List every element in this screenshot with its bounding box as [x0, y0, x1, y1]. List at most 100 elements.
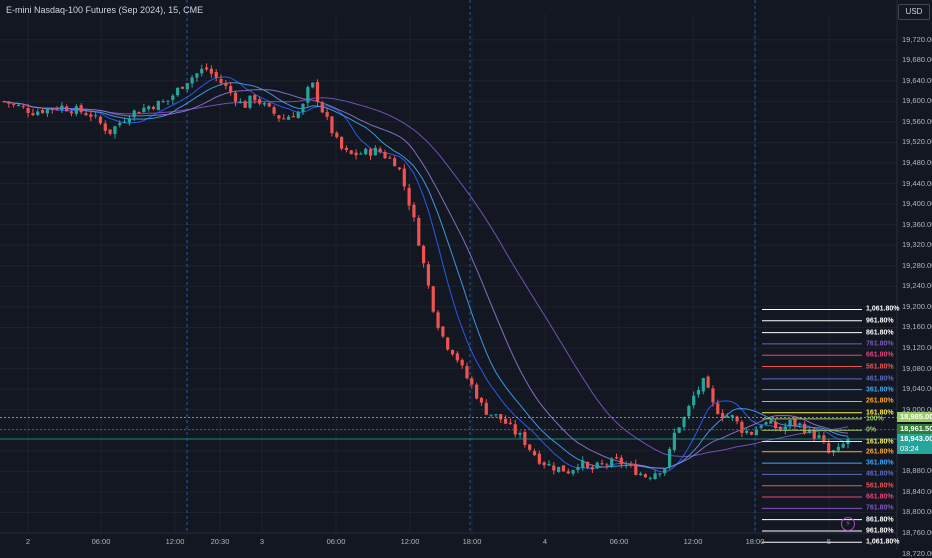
lightning-icon[interactable]: ⚡	[841, 517, 855, 531]
candle-body	[503, 418, 508, 424]
candle-body	[692, 395, 696, 406]
candle-body	[36, 111, 40, 115]
candle-body	[219, 78, 223, 84]
candle-body	[340, 136, 344, 149]
candle-body	[344, 147, 349, 151]
price-tag: 18,943.00 03:24	[897, 433, 932, 454]
candle-body	[547, 464, 551, 466]
candle-body	[634, 464, 638, 475]
candle-body	[624, 464, 628, 466]
candle-body	[648, 477, 652, 479]
candle-body	[812, 429, 816, 439]
fib-level-label: 261.80%	[866, 397, 894, 405]
candle-body	[306, 87, 310, 103]
candle-body	[156, 101, 160, 111]
candle-body	[108, 129, 112, 134]
candle-body	[31, 113, 35, 116]
candle-body	[330, 116, 334, 134]
candle-body	[253, 95, 257, 101]
candle-body	[499, 414, 503, 420]
fib-level-label: 761.80%	[866, 504, 894, 512]
candle-body	[122, 121, 127, 123]
candle-body	[465, 366, 469, 379]
candle-body	[315, 82, 320, 102]
candle-body	[605, 464, 609, 466]
candle-body	[176, 88, 180, 96]
currency-button[interactable]: USD	[898, 4, 930, 20]
fib-level-label: 661.80%	[866, 493, 894, 501]
candle-body	[528, 444, 532, 450]
fib-level-label: 1,061.80%	[866, 538, 900, 546]
candle-body	[706, 376, 710, 388]
candle-body	[277, 115, 281, 119]
y-tick: 19,240.00	[902, 281, 932, 291]
moving-average-line	[3, 82, 849, 470]
candle-body	[590, 467, 594, 470]
chart-title[interactable]: E-mini Nasdaq-100 Futures (Sep 2024), 15…	[6, 5, 204, 15]
candle-body	[417, 217, 421, 246]
candle-body	[836, 446, 840, 451]
candle-body	[667, 448, 672, 467]
candle-body	[248, 95, 252, 108]
x-tick: 18:00	[462, 537, 482, 546]
candle-body	[258, 99, 262, 104]
candle-body	[412, 204, 416, 218]
candle-body	[716, 403, 720, 415]
candle-body	[455, 353, 459, 361]
moving-average-line	[3, 89, 849, 469]
candle-body	[513, 424, 517, 435]
candle-body	[21, 106, 25, 108]
candle-body	[793, 418, 797, 426]
candle-body	[16, 105, 21, 107]
candle-body	[725, 416, 730, 418]
candle-body	[754, 429, 758, 436]
candle-body	[552, 465, 556, 471]
candle-body	[94, 115, 98, 117]
fib-level-label: 361.80%	[866, 386, 894, 394]
candle-body	[296, 112, 300, 118]
candle-body	[677, 427, 681, 433]
candle-body	[60, 105, 64, 111]
x-tick: 5	[826, 537, 832, 546]
candle-body	[185, 83, 189, 90]
fib-level-label: 961.80%	[866, 317, 894, 325]
fib-level-label: 361.80%	[866, 459, 894, 467]
candle-body	[431, 286, 435, 312]
candle-body	[180, 86, 185, 89]
candle-body	[802, 423, 807, 434]
candle-body	[537, 453, 541, 464]
candle-body	[479, 397, 484, 403]
x-tick: 2	[25, 537, 31, 546]
y-tick: 19,480.00	[902, 158, 932, 168]
candle-body	[378, 148, 382, 153]
candle-body	[807, 429, 812, 433]
candle-body	[127, 118, 131, 123]
y-tick: 19,200.00	[902, 301, 932, 311]
candle-body	[79, 105, 83, 113]
candle-body	[566, 471, 570, 474]
candle-body	[243, 101, 247, 108]
candle-body	[576, 467, 580, 470]
x-tick: 12:00	[400, 537, 420, 546]
candle-body	[373, 147, 377, 156]
fib-level-label: 100%	[866, 415, 884, 423]
fib-level-label: 861.80%	[866, 329, 894, 337]
candle-body	[238, 101, 242, 103]
candle-body	[518, 433, 522, 435]
moving-averages	[3, 76, 849, 473]
candle-body	[364, 148, 368, 155]
candle-body	[55, 108, 59, 110]
candle-body	[262, 103, 267, 105]
fib-level-label: 161.80%	[866, 438, 894, 446]
candle-body	[26, 108, 30, 113]
candle-body	[585, 461, 590, 468]
candle-body	[446, 337, 450, 350]
candle-body	[147, 106, 151, 110]
fib-level-label: 261.80%	[866, 448, 894, 456]
y-tick: 19,600.00	[902, 96, 932, 106]
candle-body	[397, 167, 402, 170]
candle-body	[98, 116, 103, 124]
fib-level-label: 761.80%	[866, 340, 894, 348]
candle-body	[69, 111, 74, 114]
